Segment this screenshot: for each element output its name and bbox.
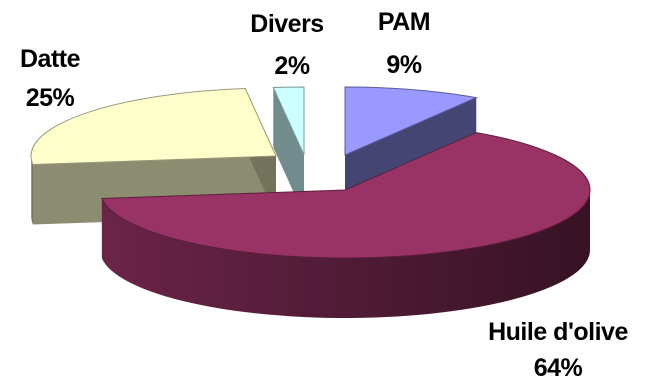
slice-label-datte-name: Datte [20, 45, 81, 73]
slice-datte [30, 88, 277, 225]
slice-label-datte-value: 25% [26, 84, 75, 112]
slice-label-pam-name: PAM [378, 8, 430, 36]
slice-label-huile-value: 64% [534, 354, 583, 382]
slice-divers-side-wall [273, 87, 304, 215]
slice-divers-top [272, 86, 305, 156]
slice-label-pam-value: 9% [386, 51, 421, 79]
slice-pam-top [344, 86, 478, 156]
pie-slices [30, 86, 591, 318]
slice-label-huile-name: Huile d'olive [488, 318, 628, 346]
slice-divers [272, 86, 305, 215]
slice-huile-d-olive-top [101, 132, 591, 259]
slice-datte-outer-wall [31, 156, 33, 225]
slice-datte-top [30, 88, 277, 166]
slice-huile-d-olive [101, 132, 591, 318]
slice-label-divers-name: Divers [250, 10, 323, 38]
slice-label-divers-value: 2% [274, 52, 309, 80]
slice-huile-d-olive-outer-wall [101, 190, 591, 318]
